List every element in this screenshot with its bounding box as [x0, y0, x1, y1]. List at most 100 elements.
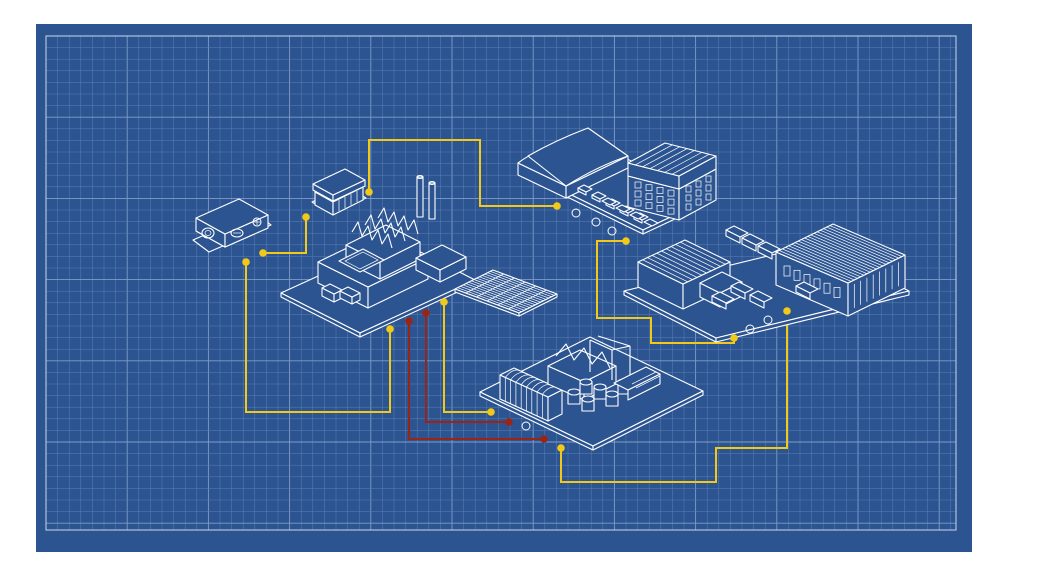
roof-line	[670, 246, 717, 269]
rib	[531, 381, 546, 414]
rib	[515, 374, 530, 407]
solar-cell-line	[465, 273, 504, 294]
window	[656, 196, 664, 203]
connector-booth-to-office	[368, 139, 557, 207]
connector-dot-yellow	[730, 334, 738, 342]
roof-line	[801, 239, 874, 271]
truck-side	[711, 295, 727, 310]
window	[705, 184, 712, 192]
connector-dot-red	[505, 418, 513, 426]
window	[634, 199, 642, 207]
window	[634, 181, 642, 189]
rib	[526, 379, 541, 411]
roof-line	[813, 233, 887, 265]
window	[695, 198, 702, 206]
rib	[510, 372, 525, 404]
roof-line	[647, 257, 693, 280]
office-parking-icon	[517, 127, 717, 235]
connector-dots	[242, 188, 791, 452]
loading-door	[783, 265, 791, 277]
roof-line	[807, 236, 880, 268]
window	[667, 198, 675, 206]
solar-cell-line	[508, 289, 547, 310]
roof-line	[675, 244, 721, 267]
roof-line	[788, 245, 861, 278]
connector-dot-red	[422, 309, 430, 317]
roof-line	[826, 226, 899, 259]
roof-line	[635, 144, 673, 166]
roof-line	[794, 242, 868, 274]
window	[645, 202, 653, 210]
roof-line	[664, 152, 702, 173]
connector-control-box-to-booth	[263, 217, 307, 254]
loading-door	[793, 269, 801, 281]
window	[705, 193, 712, 201]
car	[601, 197, 617, 206]
roof-line	[798, 240, 871, 273]
connector-control-box-to-factory	[245, 262, 391, 413]
window	[685, 185, 692, 193]
window	[645, 184, 653, 192]
car	[629, 211, 645, 220]
connector-red-a	[425, 313, 509, 423]
truck-side	[725, 229, 741, 244]
roof-line	[656, 252, 702, 276]
solar-cell-line	[476, 277, 515, 298]
roof-line	[823, 228, 896, 260]
window	[656, 205, 664, 212]
connector-dot-yellow	[622, 237, 630, 245]
sheet-border	[45, 35, 957, 531]
roof-line	[661, 250, 707, 274]
truck-side	[730, 285, 746, 300]
connector-dot-yellow	[386, 325, 394, 333]
car-side	[591, 194, 601, 203]
window	[685, 203, 692, 211]
factory-icon	[280, 174, 476, 338]
roof-line	[817, 231, 890, 264]
roof-line	[779, 250, 852, 282]
connector-dot-yellow	[557, 444, 565, 452]
roof-line	[810, 234, 883, 267]
connector-dot-yellow	[302, 213, 310, 221]
control-box-icon	[192, 198, 272, 253]
connector-factory-to-plant	[443, 302, 491, 413]
tank-top	[593, 383, 607, 391]
rib	[504, 369, 520, 402]
window	[667, 189, 675, 197]
tank-top	[567, 388, 581, 396]
solar-cell-line	[486, 281, 526, 302]
socket-dot	[521, 421, 531, 431]
rib	[520, 376, 536, 409]
roof-line	[782, 248, 855, 281]
roof-line	[666, 248, 712, 272]
roof-line	[680, 241, 726, 265]
solar-panels-icon	[454, 269, 558, 317]
socket-dot	[745, 324, 755, 334]
connector-dot-yellow	[783, 307, 791, 315]
processing-plant-icon	[479, 335, 704, 451]
roof-line	[642, 259, 688, 283]
socket-dot	[763, 315, 773, 325]
roof-line	[785, 247, 858, 279]
window	[695, 189, 702, 197]
truck-side	[757, 245, 773, 260]
window	[645, 193, 653, 201]
roof-line	[820, 229, 893, 262]
connector-red-b	[408, 321, 544, 440]
solar-cell-line	[497, 285, 536, 306]
connector-lines	[245, 139, 788, 483]
socket-dot	[607, 226, 617, 236]
connector-dot-yellow	[242, 258, 250, 266]
roof-line	[657, 150, 695, 171]
socket-dot	[571, 208, 581, 218]
socket-dot	[591, 217, 601, 227]
window	[634, 190, 642, 198]
tank-top	[581, 395, 595, 403]
car-side	[577, 187, 587, 196]
window	[685, 194, 692, 202]
truck-side	[795, 285, 811, 300]
connector-dot-yellow	[440, 298, 448, 306]
roof-line	[671, 154, 709, 175]
truck-side	[749, 294, 765, 309]
